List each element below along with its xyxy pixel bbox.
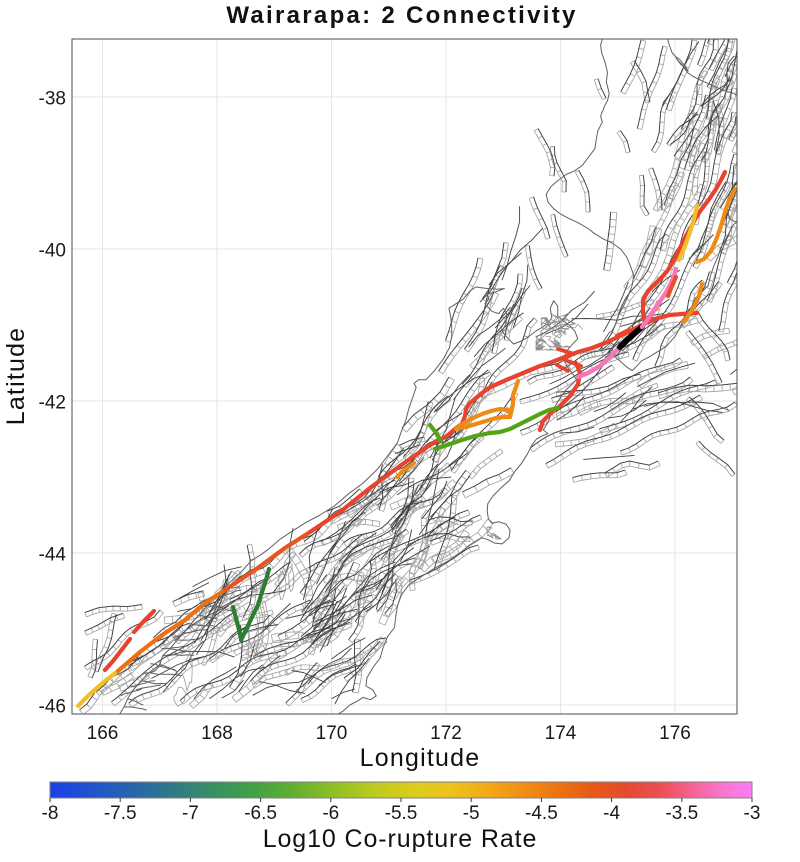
svg-text:170: 170 (316, 723, 348, 744)
svg-text:-3: -3 (744, 803, 761, 824)
svg-text:-44: -44 (39, 545, 67, 566)
svg-text:-5.5: -5.5 (385, 803, 418, 824)
svg-text:Longitude: Longitude (360, 744, 481, 772)
svg-text:-4: -4 (603, 803, 620, 824)
svg-text:-6: -6 (322, 803, 339, 824)
svg-text:-7: -7 (182, 803, 199, 824)
svg-text:168: 168 (201, 723, 233, 744)
svg-text:-6.5: -6.5 (244, 803, 277, 824)
svg-text:-7.5: -7.5 (104, 803, 137, 824)
svg-text:Wairarapa: 2 Connectivity: Wairarapa: 2 Connectivity (226, 2, 577, 29)
svg-text:-5: -5 (463, 803, 480, 824)
svg-text:174: 174 (545, 723, 577, 744)
svg-text:-3.5: -3.5 (665, 803, 698, 824)
svg-text:-8: -8 (42, 803, 59, 824)
svg-text:-4.5: -4.5 (525, 803, 558, 824)
svg-text:-38: -38 (39, 89, 66, 110)
svg-text:Latitude: Latitude (2, 327, 30, 426)
svg-text:172: 172 (430, 723, 462, 744)
svg-text:-42: -42 (39, 393, 66, 414)
svg-text:-46: -46 (39, 697, 66, 718)
svg-text:176: 176 (659, 723, 691, 744)
svg-text:Log10 Co-rupture Rate: Log10 Co-rupture Rate (263, 825, 538, 853)
svg-text:-40: -40 (39, 241, 66, 262)
svg-text:166: 166 (87, 723, 119, 744)
